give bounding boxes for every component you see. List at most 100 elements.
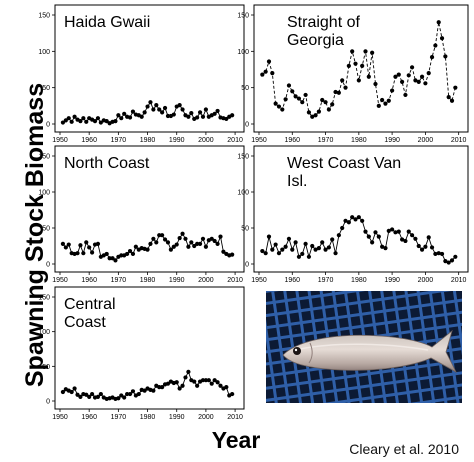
data-point xyxy=(130,389,136,394)
data-point xyxy=(306,254,312,259)
data-point xyxy=(406,229,411,234)
panel-frame xyxy=(54,145,245,273)
x-tick-label: 1970 xyxy=(111,137,127,144)
citation: Cleary et al. 2010 xyxy=(349,441,459,457)
data-point xyxy=(78,394,83,399)
data-point xyxy=(376,103,381,108)
data-point xyxy=(266,59,272,64)
x-tick-label: 1990 xyxy=(384,137,400,144)
x-tick-label: 1990 xyxy=(169,137,185,144)
y-axis-label: Spawning Stock Biomass xyxy=(21,83,49,387)
data-point xyxy=(383,101,388,106)
data-point xyxy=(273,242,278,247)
x-tick-label: 1950 xyxy=(251,137,267,144)
data-point xyxy=(189,111,194,116)
data-point xyxy=(84,392,89,397)
data-point xyxy=(276,251,282,256)
x-tick-label: 1960 xyxy=(81,137,97,144)
y-tick-label: 50 xyxy=(241,226,249,233)
data-point xyxy=(75,251,80,256)
data-point xyxy=(426,71,431,76)
data-point xyxy=(151,107,156,112)
data-point xyxy=(283,97,288,102)
data-point xyxy=(171,112,176,117)
data-point xyxy=(116,113,121,118)
data-point xyxy=(443,259,448,264)
data-point xyxy=(69,389,74,395)
data-point xyxy=(320,97,325,103)
data-point xyxy=(174,242,179,247)
data-point xyxy=(286,236,292,241)
data-point xyxy=(186,244,191,249)
data-point xyxy=(133,244,138,249)
x-tick-label: 1960 xyxy=(81,277,97,284)
data-point xyxy=(350,215,355,220)
y-tick-label: 150 xyxy=(237,154,249,161)
data-point xyxy=(263,69,268,74)
data-point xyxy=(296,96,302,101)
data-point xyxy=(209,236,214,241)
data-point xyxy=(449,258,455,263)
data-point xyxy=(293,94,298,99)
x-tick-label: 1990 xyxy=(384,277,400,284)
x-tick-label: 2000 xyxy=(418,137,434,144)
data-point xyxy=(95,116,101,121)
data-point xyxy=(60,389,66,395)
data-point xyxy=(303,92,308,98)
data-point xyxy=(380,97,385,103)
data-point xyxy=(230,391,235,397)
x-axis-label: Year xyxy=(212,427,261,453)
x-tick-label: 1950 xyxy=(52,277,68,284)
data-point xyxy=(195,115,200,120)
x-tick-label: 2000 xyxy=(198,277,214,284)
data-point xyxy=(130,109,136,114)
data-point xyxy=(66,116,71,121)
y-tick-label: 50 xyxy=(42,85,50,92)
data-point xyxy=(296,254,302,259)
data-point xyxy=(353,217,358,222)
data-point xyxy=(189,240,194,245)
x-tick-label: 1960 xyxy=(284,277,300,284)
herring-fish xyxy=(282,329,457,373)
data-point xyxy=(174,380,179,385)
data-point xyxy=(151,388,156,393)
data-point xyxy=(200,114,206,119)
data-point xyxy=(313,247,318,252)
data-point xyxy=(423,81,428,86)
data-point xyxy=(260,72,265,77)
data-point xyxy=(142,110,147,115)
data-point xyxy=(310,114,315,119)
data-point xyxy=(78,243,83,248)
data-point xyxy=(426,235,431,240)
x-tick-label: 1980 xyxy=(351,277,367,284)
panel-frame xyxy=(54,4,245,133)
data-point xyxy=(148,100,153,105)
data-point xyxy=(154,103,159,108)
data-point xyxy=(366,234,371,239)
data-point xyxy=(215,108,220,114)
panel-straight-of-georgia: 0 50 100 150 1950 1960 1970 1980 1990 2000 2010 Str… xyxy=(237,4,469,144)
data-point xyxy=(66,242,71,247)
data-point xyxy=(84,119,89,124)
y-tick-label: 100 xyxy=(38,190,50,197)
data-point xyxy=(162,237,168,242)
data-point xyxy=(177,386,182,391)
data-point xyxy=(300,251,305,257)
data-point xyxy=(104,118,109,124)
data-point xyxy=(113,118,118,124)
y-tick-label: 100 xyxy=(38,49,50,56)
data-point xyxy=(290,247,295,252)
data-point xyxy=(69,119,74,124)
data-point xyxy=(280,247,285,252)
data-point xyxy=(203,378,209,383)
data-point xyxy=(453,254,458,259)
data-point xyxy=(399,237,405,242)
data-point xyxy=(63,245,68,250)
data-point xyxy=(110,256,115,261)
x-tick-label: 2010 xyxy=(227,414,243,421)
data-point xyxy=(390,227,395,232)
data-point xyxy=(119,253,124,258)
data-point xyxy=(439,36,445,41)
x-tick-label: 1970 xyxy=(111,277,127,284)
